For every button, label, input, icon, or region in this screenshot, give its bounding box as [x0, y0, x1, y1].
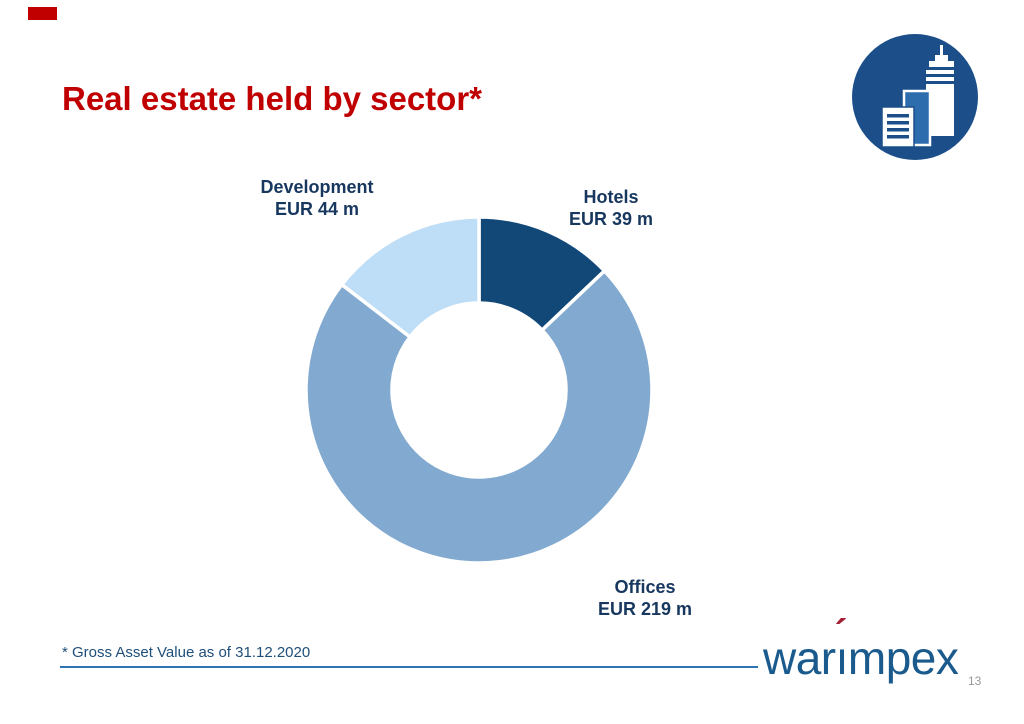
tower-cap-icon — [935, 55, 948, 61]
page-number: 13 — [968, 674, 982, 688]
tower-antenna-icon — [940, 45, 943, 61]
footnote-rule — [60, 666, 758, 668]
document-line-icon — [887, 114, 909, 118]
document-line-icon — [887, 135, 909, 139]
label-offices-name: Offices — [614, 577, 676, 597]
document-line-icon — [887, 121, 909, 125]
corner-accent-mark — [28, 7, 57, 20]
label-development-name: Development — [260, 177, 374, 197]
wordmark-i: ı ´ — [835, 615, 849, 684]
footnote: * Gross Asset Value as of 31.12.2020 — [62, 644, 311, 661]
label-hotels: Hotels EUR 39 m — [569, 186, 653, 230]
document-line-icon — [887, 128, 909, 132]
document-icon — [881, 106, 915, 148]
wordmark-accent-icon: ´ — [834, 613, 848, 655]
tower-stripe-icon — [926, 77, 954, 81]
label-offices: Offices EUR 219 m — [598, 576, 692, 620]
page-title: Real estate held by sector* — [62, 80, 483, 117]
tower-stripe-icon — [926, 70, 954, 74]
wordmark-pre: war — [763, 632, 836, 684]
wordmark-i-glyph: ı — [835, 632, 849, 684]
label-development: Development EUR 44 m — [260, 176, 373, 220]
label-hotels-value: EUR 39 m — [568, 209, 654, 229]
warimpex-buildings-logo-icon — [852, 34, 978, 160]
wordmark-post: mpex — [847, 632, 959, 684]
tower-top-icon — [929, 61, 954, 67]
label-offices-value: EUR 219 m — [597, 599, 693, 619]
label-hotels-name: Hotels — [583, 187, 639, 207]
warimpex-wordmark: warı ´ mpex — [763, 615, 959, 684]
donut-segment-development — [339, 215, 481, 340]
label-development-value: EUR 44 m — [274, 199, 360, 219]
donut-segment-offices — [304, 268, 654, 565]
